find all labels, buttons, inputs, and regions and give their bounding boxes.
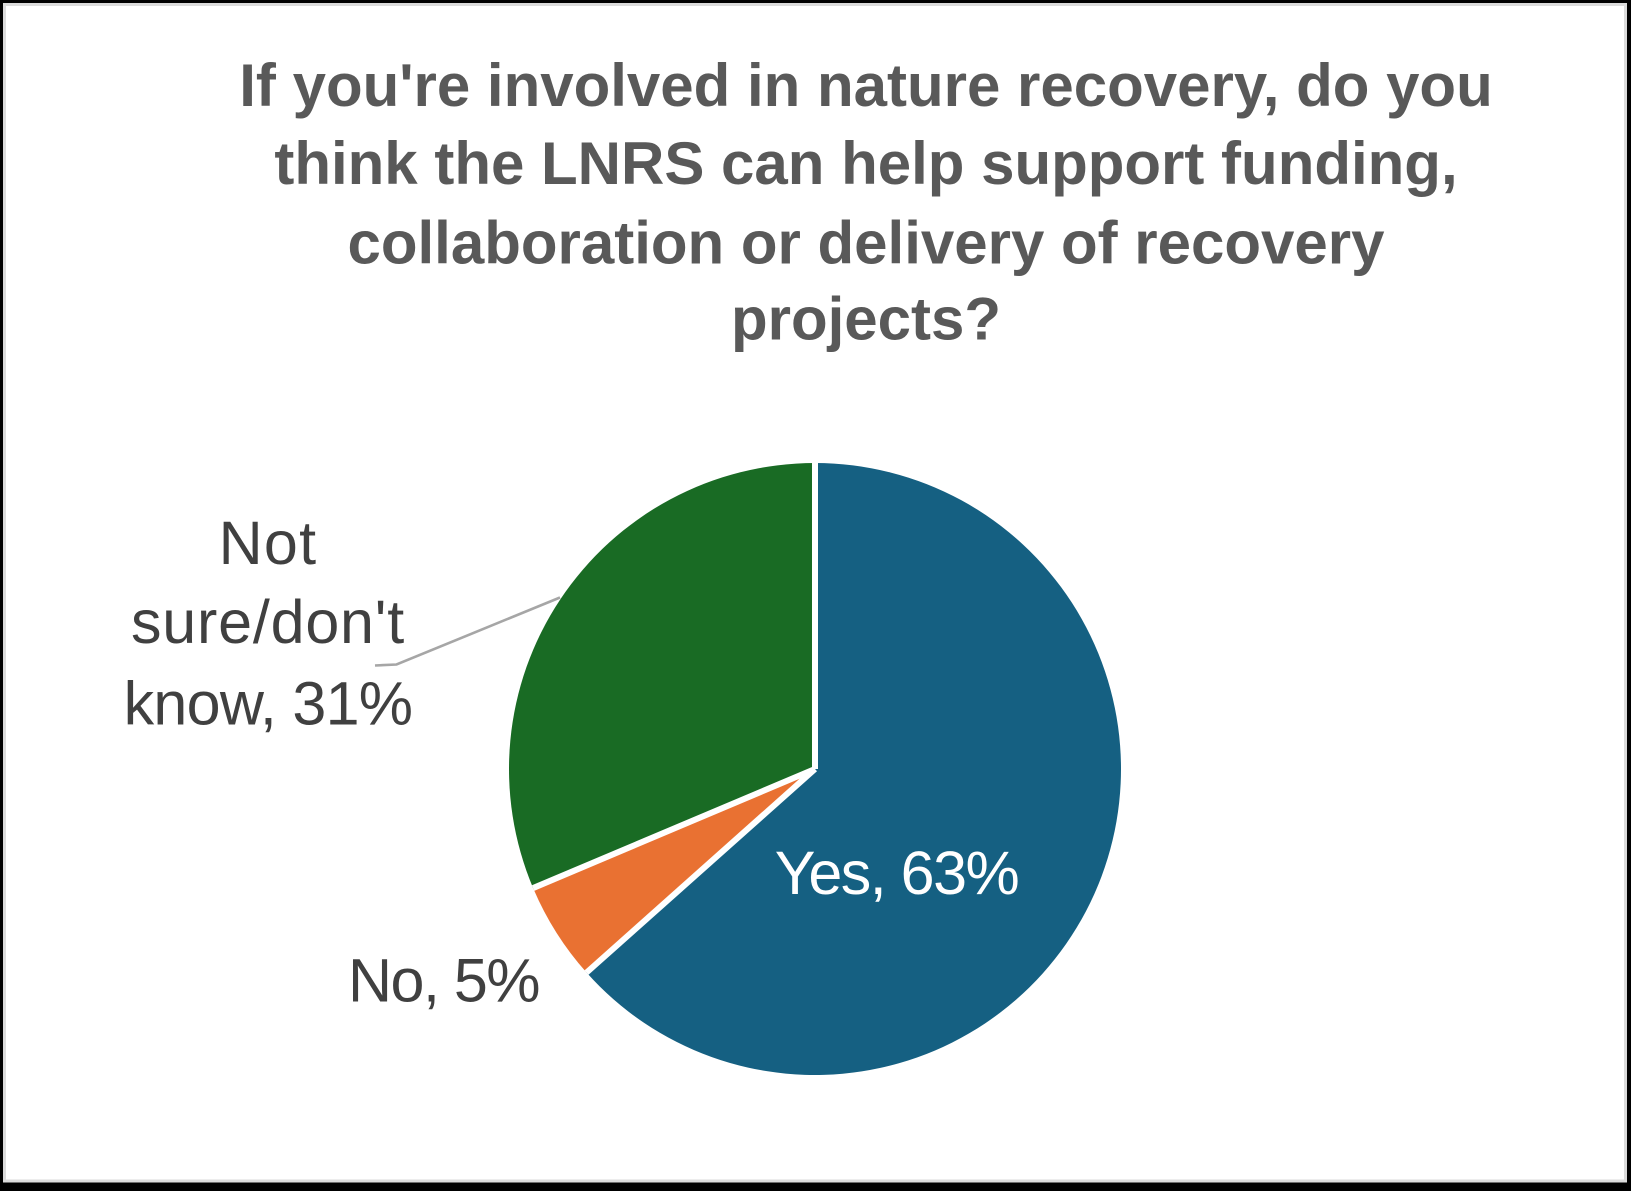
svg-text:think the LNRS can help suppor: think the LNRS can help support funding, (274, 130, 1457, 197)
svg-text:projects?: projects? (731, 286, 1001, 353)
svg-text:sure/don't: sure/don't (131, 588, 405, 656)
svg-text:Not: Not (219, 509, 318, 577)
svg-text:No, 5%: No, 5% (348, 946, 539, 1014)
svg-text:Yes, 63%: Yes, 63% (775, 839, 1019, 907)
svg-text:know, 31%: know, 31% (124, 670, 413, 738)
svg-text:collaboration or delivery of r: collaboration or delivery of recovery (347, 210, 1385, 277)
svg-text:If you're involved in nature r: If you're involved in nature recovery, d… (239, 52, 1492, 119)
